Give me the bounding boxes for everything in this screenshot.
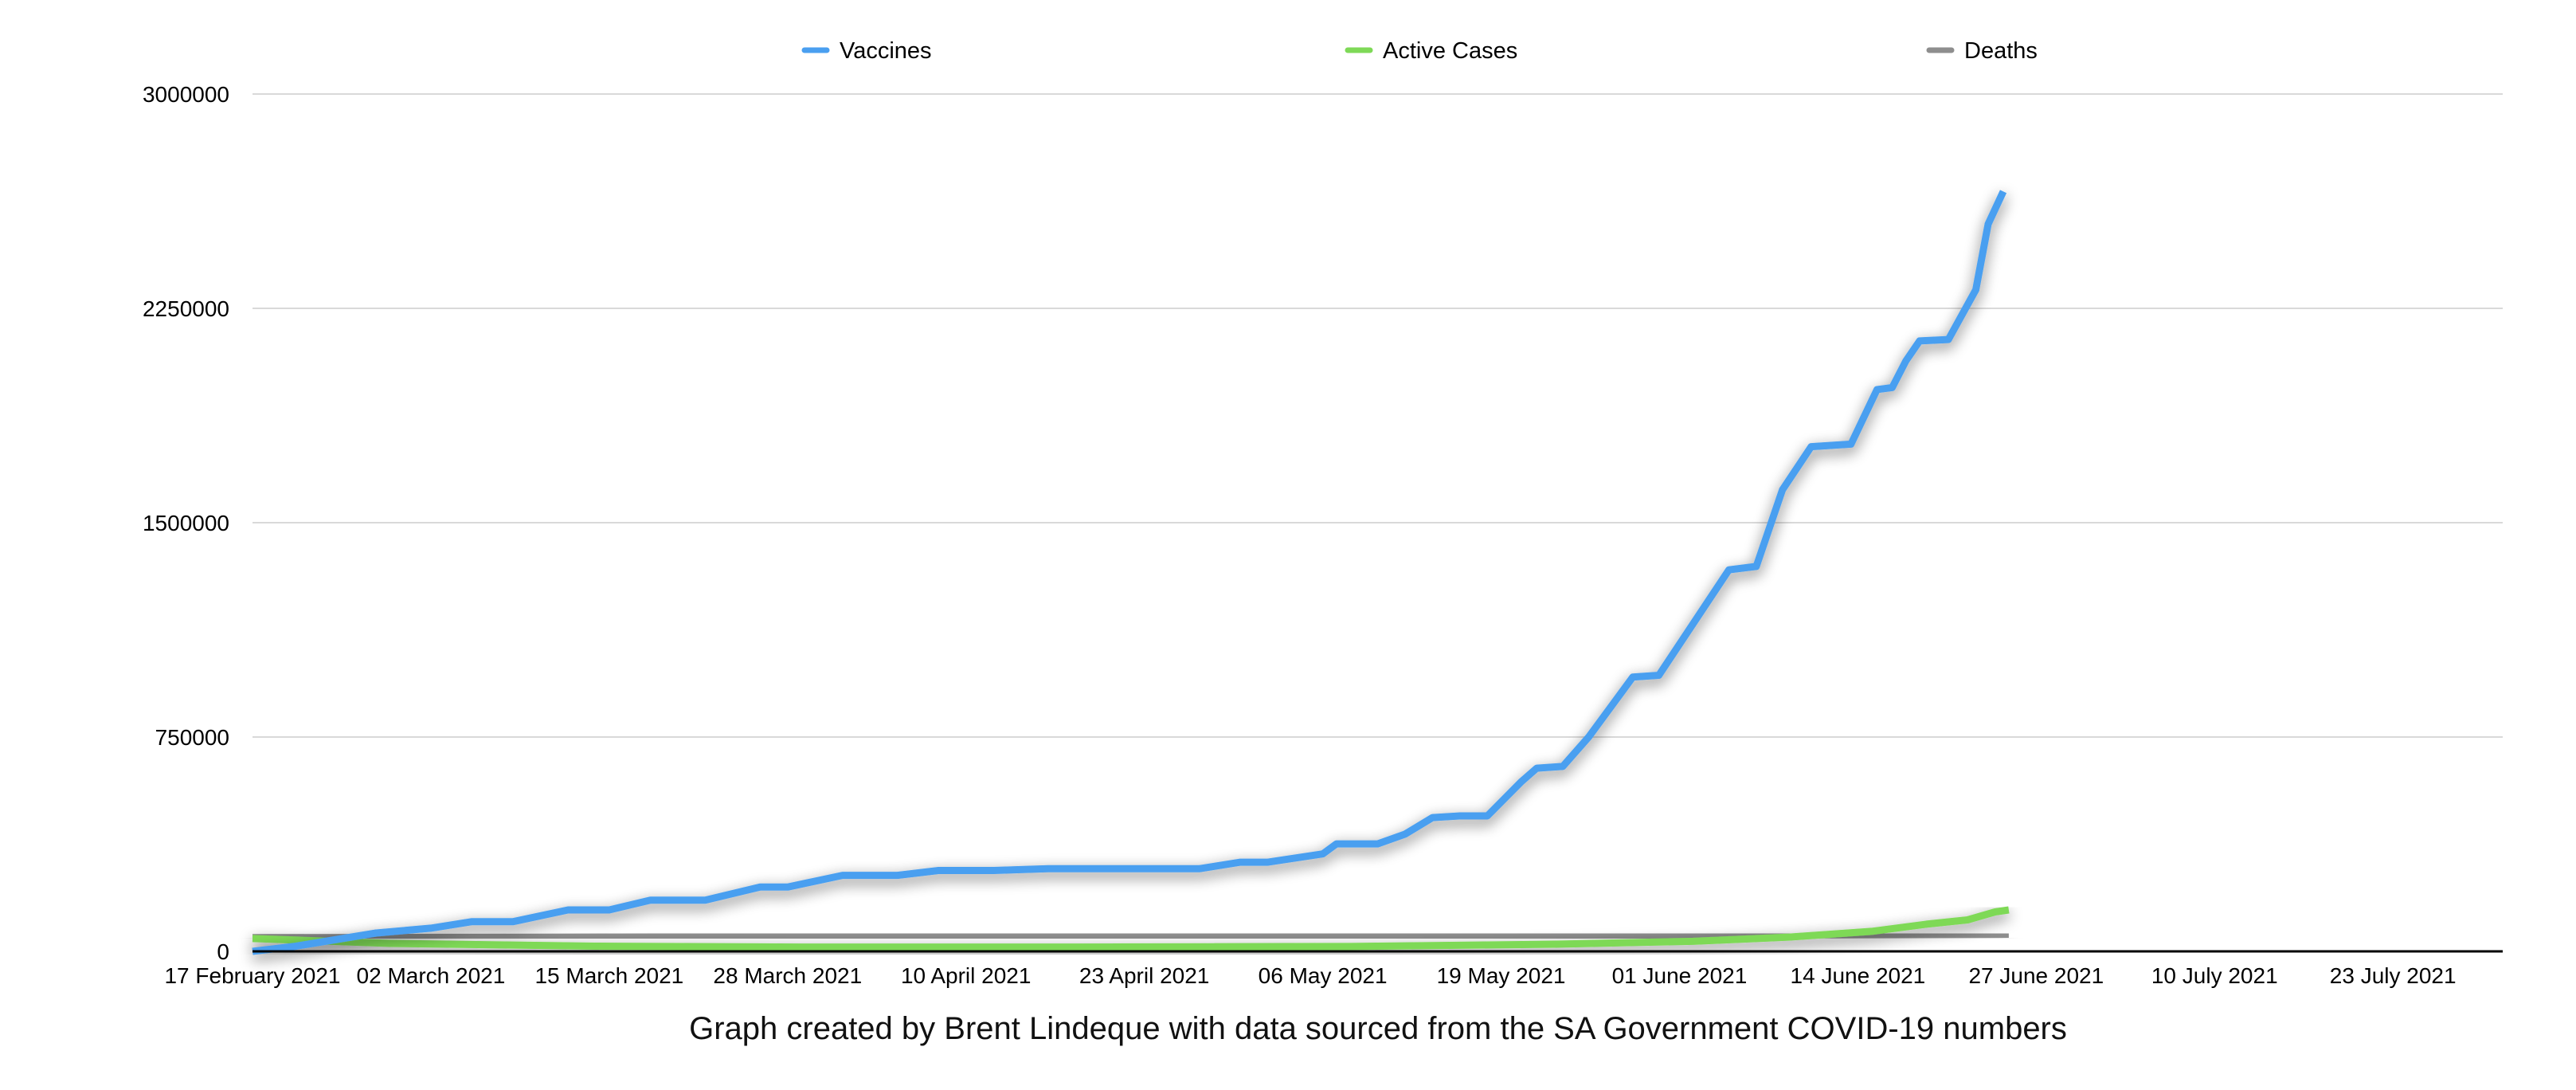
chart-caption: Graph created by Brent Lindeque with dat…	[689, 1011, 2067, 1046]
series-line-active-cases	[252, 906, 2010, 951]
y-tick-label: 0	[217, 939, 229, 964]
series-line-vaccines	[252, 190, 2007, 955]
x-tick-label: 15 March 2021	[534, 963, 683, 988]
y-axis-ticks: 0 750000 1500000 2250000 3000000	[143, 82, 229, 964]
x-axis-ticks: 17 February 2021 02 March 2021 15 March 20…	[164, 963, 2456, 988]
legend-item-vaccines: Vaccines	[801, 38, 932, 64]
x-tick-label: 10 April 2021	[901, 963, 1031, 988]
x-tick-label: 10 July 2021	[2151, 963, 2278, 988]
x-tick-label: 23 July 2021	[2330, 963, 2457, 988]
legend-item-active-cases: Active Cases	[1345, 38, 1517, 64]
legend-label: Active Cases	[1383, 38, 1517, 64]
series-lines	[252, 190, 2010, 955]
x-tick-label: 01 June 2021	[1612, 963, 1748, 988]
legend: Vaccines Active Cases Deaths	[801, 38, 2038, 64]
legend-item-deaths: Deaths	[1926, 38, 2038, 64]
x-tick-label: 02 March 2021	[357, 963, 506, 988]
y-tick-label: 3000000	[143, 82, 229, 107]
x-tick-label: 23 April 2021	[1079, 963, 1209, 988]
x-tick-label: 28 March 2021	[713, 963, 862, 988]
x-tick-label: 14 June 2021	[1791, 963, 1926, 988]
y-tick-label: 1500000	[143, 511, 229, 535]
legend-label: Vaccines	[840, 38, 932, 64]
x-tick-label: 19 May 2021	[1437, 963, 1566, 988]
y-tick-label: 2250000	[143, 296, 229, 321]
legend-label: Deaths	[1964, 38, 2038, 64]
y-tick-label: 750000	[155, 725, 229, 750]
x-tick-label: 17 February 2021	[164, 963, 340, 988]
gridlines	[253, 93, 2503, 738]
x-tick-label: 06 May 2021	[1259, 963, 1388, 988]
x-tick-label: 27 June 2021	[1968, 963, 2104, 988]
